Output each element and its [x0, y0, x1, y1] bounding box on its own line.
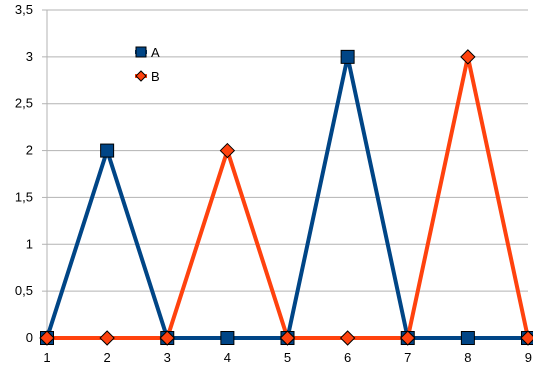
data-point-b: [460, 49, 476, 65]
x-tick-label: 5: [284, 350, 291, 365]
data-point-b: [339, 330, 356, 346]
legend-marker-b: [135, 70, 147, 82]
data-point-b: [159, 330, 175, 346]
x-tick-label: 4: [224, 350, 231, 365]
x-tick-label: 3: [164, 350, 171, 365]
x-tick-label: 8: [464, 350, 471, 365]
x-tick-label: 2: [104, 350, 111, 365]
y-tick-label: 2: [26, 143, 33, 158]
legend: AB: [135, 45, 160, 84]
y-tick-label: 1: [26, 236, 33, 251]
series: [39, 49, 533, 346]
y-tick-label: 3,5: [15, 2, 33, 17]
x-tick-label: 9: [525, 350, 532, 365]
data-point-b: [39, 330, 55, 346]
legend-label-a: A: [151, 45, 160, 60]
data-point-b: [279, 330, 296, 346]
data-point-b: [99, 330, 115, 346]
y-tick-label: 1,5: [15, 189, 33, 204]
x-tick-label: 6: [344, 350, 351, 365]
grid: [47, 9, 528, 339]
legend-label-b: B: [151, 69, 160, 84]
data-point-b: [219, 142, 236, 159]
legend-marker-a: [135, 46, 147, 58]
y-tick-label: 0: [26, 330, 33, 345]
y-tick-label: 2,5: [15, 96, 33, 111]
y-tick-label: 3: [26, 49, 33, 64]
x-tick-label: 7: [404, 350, 411, 365]
y-tick-label: 0,5: [15, 283, 33, 298]
data-point-a: [100, 143, 115, 158]
data-point-a: [340, 49, 355, 64]
data-point-a: [460, 331, 475, 345]
x-tick-label: 1: [43, 350, 50, 365]
data-point-a: [220, 331, 235, 345]
data-point-b: [400, 330, 416, 346]
axes: 0 0,5 1 1,5 2 2,5 3 3,5 1 2 3 4 5 6 7 8 9: [15, 2, 532, 365]
